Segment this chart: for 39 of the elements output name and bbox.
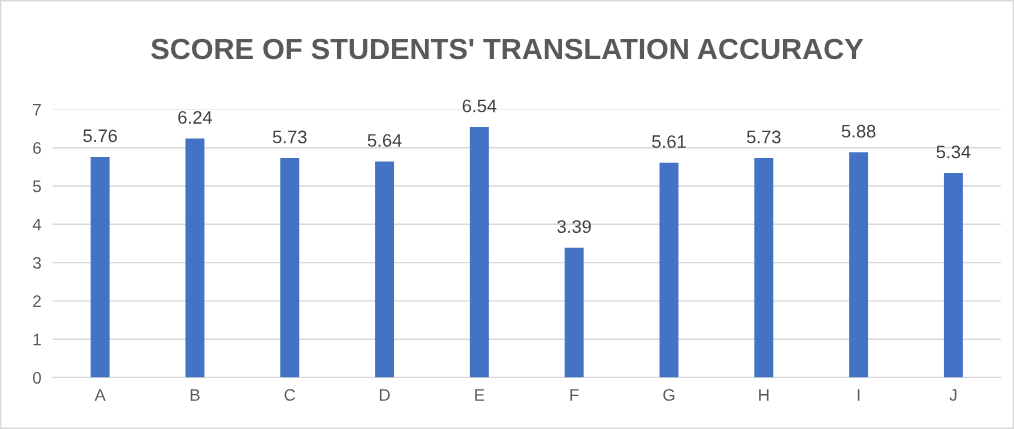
bar xyxy=(185,138,205,378)
y-tick-label: 7 xyxy=(33,103,41,116)
bar xyxy=(849,152,869,378)
x-tick-label: D xyxy=(379,389,390,401)
x-tick-label: G xyxy=(663,389,675,401)
x-tick-label: E xyxy=(475,389,485,401)
chart-title: SCORE OF STUDENTS' TRANSLATION ACCURACY xyxy=(151,38,864,60)
bar xyxy=(659,162,679,378)
x-tick-label: H xyxy=(759,389,769,401)
data-label: 5.64 xyxy=(367,134,402,147)
data-label: 5.61 xyxy=(652,135,686,148)
bar xyxy=(943,172,963,378)
data-label: 5.88 xyxy=(841,124,876,138)
y-tick-label: 0 xyxy=(33,371,41,384)
bar xyxy=(280,158,300,378)
x-tick-label: C xyxy=(284,389,296,401)
x-tick-label: B xyxy=(190,389,200,401)
data-label: 5.34 xyxy=(936,145,971,159)
x-tick-label: J xyxy=(949,389,957,401)
y-tick-label: 5 xyxy=(33,180,41,193)
data-label: 6.24 xyxy=(178,111,212,124)
bar xyxy=(564,247,584,378)
y-tick-label: 2 xyxy=(33,295,41,307)
x-tick-label: F xyxy=(570,389,579,401)
y-tick-label: 6 xyxy=(33,142,41,154)
x-tick-label: A xyxy=(94,389,106,401)
data-label: 5.76 xyxy=(83,129,117,143)
bar xyxy=(90,156,110,378)
bar xyxy=(375,161,395,378)
x-tick-label: I xyxy=(857,389,860,401)
data-label: 3.39 xyxy=(557,220,591,233)
y-tick-label: 1 xyxy=(33,333,41,346)
data-label: 5.73 xyxy=(272,130,307,144)
bar xyxy=(469,127,489,378)
y-tick-label: 4 xyxy=(32,218,42,231)
data-label: 6.54 xyxy=(462,99,497,113)
y-tick-label: 3 xyxy=(32,257,41,269)
bar xyxy=(754,158,774,378)
data-label: 5.73 xyxy=(746,130,781,144)
